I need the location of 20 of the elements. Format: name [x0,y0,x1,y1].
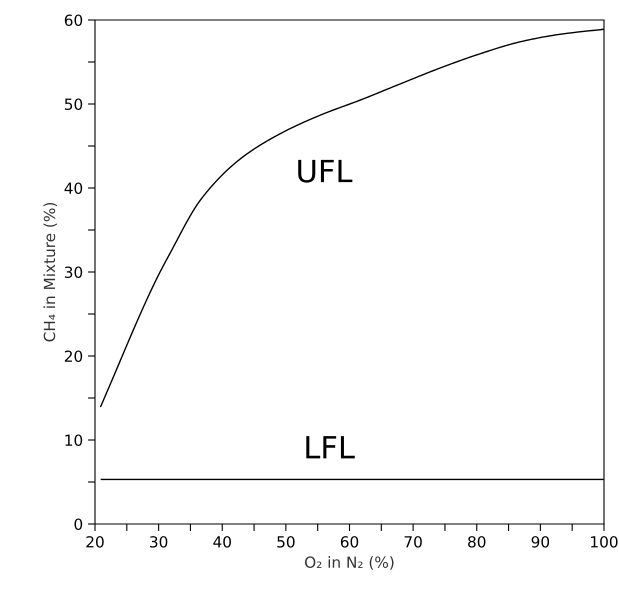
x-tick-label: 60 [340,536,358,548]
y-tick-label: 40 [64,182,82,194]
x-axis-title: O₂ in N₂ (%) [305,556,394,570]
x-tick-label: 30 [150,536,168,548]
x-tick-label: 70 [404,536,422,548]
y-tick-label: 10 [65,434,82,446]
x-tick-label: 80 [468,536,486,548]
x-tick-label: 20 [86,536,104,548]
y-tick-label: 60 [64,14,82,26]
y-tick-label: 30 [64,266,82,278]
y-tick-label: 50 [64,98,82,110]
annotation: UFL [298,160,352,183]
x-tick-label: 100 [591,536,618,548]
x-tick-label: 50 [277,536,295,548]
x-tick-label: 90 [532,536,550,548]
x-tick-label: 40 [213,536,231,548]
y-tick-label: 0 [74,518,82,530]
annotation: LFL [306,436,355,458]
y-tick-label: 20 [64,350,82,362]
y-axis-title: CH₄ in Mixture (%) [43,202,58,342]
